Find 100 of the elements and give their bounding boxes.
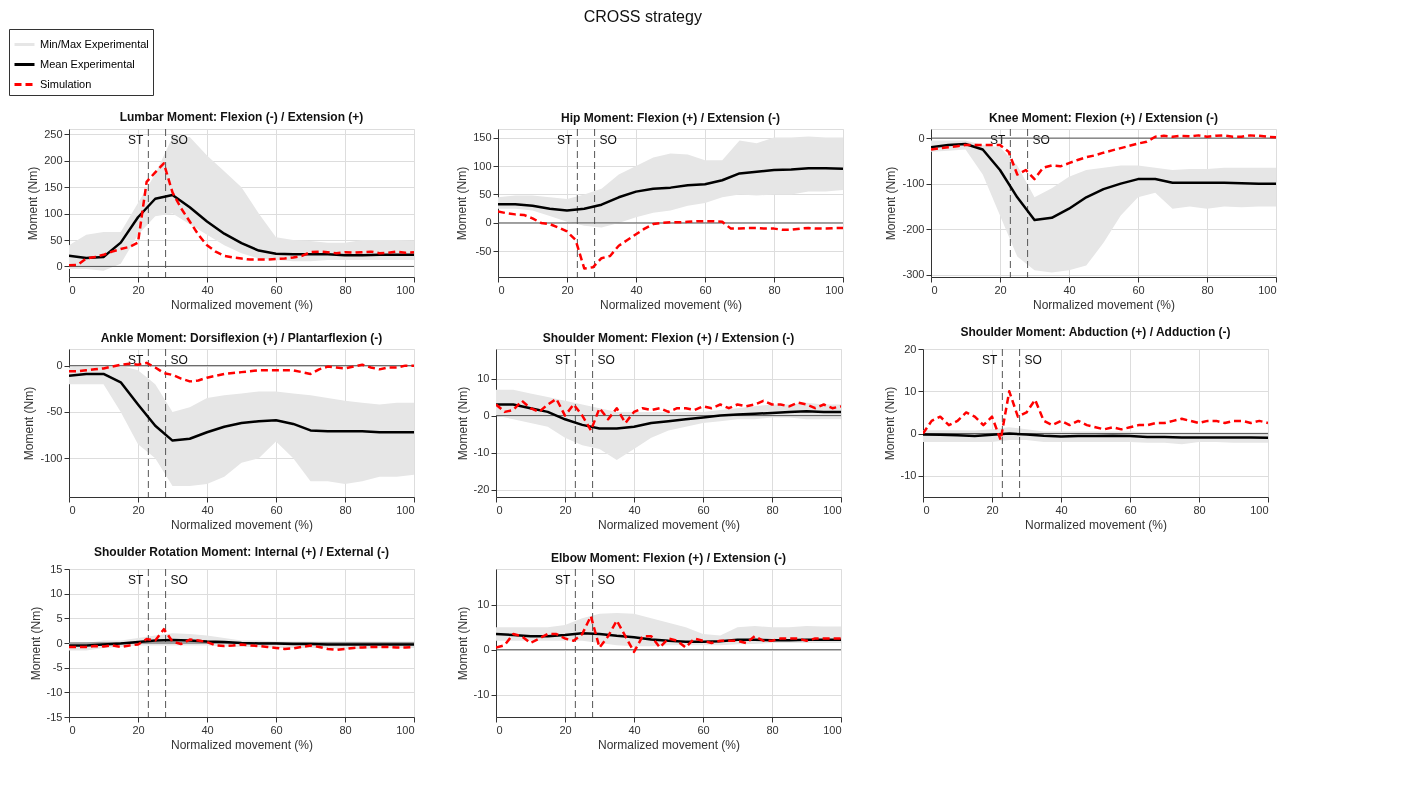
x-tick-label: 0 [69, 503, 76, 516]
y-tick-label: 100 [473, 159, 492, 172]
line-series [69, 372, 414, 442]
y-tick-label: -5 [52, 661, 63, 674]
ref-line-label: SO [170, 573, 188, 587]
line-series [496, 614, 841, 654]
y-tick-label: 150 [44, 180, 63, 193]
y-tick-label: -50 [46, 405, 63, 418]
x-axis-title: Normalized movement (%) [597, 517, 741, 532]
x-tick-label: 60 [270, 503, 283, 516]
legend-label: Mean Experimental [40, 57, 135, 70]
line-series [69, 162, 414, 267]
y-axis-title: Moment (Nm) [882, 386, 897, 461]
x-axis-title: Normalized movement (%) [1024, 517, 1168, 532]
ref-line-label: SO [599, 133, 617, 147]
line-series [69, 193, 414, 260]
x-tick-label: 80 [768, 283, 781, 296]
y-tick-label: 250 [44, 127, 63, 140]
x-tick-label: 80 [1201, 283, 1214, 296]
x-tick-label: 100 [396, 283, 415, 296]
x-tick-label: 40 [201, 723, 214, 736]
y-axis-title: Moment (Nm) [22, 386, 37, 461]
y-tick-label: -20 [473, 483, 490, 496]
line-series [496, 397, 841, 432]
chart-title: Elbow Moment: Flexion (+) / Extension (-) [550, 550, 787, 565]
y-axis-title: Moment (Nm) [455, 166, 470, 241]
y-tick-label: 0 [910, 427, 917, 440]
ref-line-label: ST [990, 133, 1007, 147]
line-series [498, 167, 843, 212]
x-tick-label: 0 [69, 283, 76, 296]
y-tick-label: -10 [473, 446, 490, 459]
y-tick-label: 150 [473, 131, 492, 144]
y-tick-label: 10 [50, 587, 63, 600]
x-tick-label: 20 [986, 503, 999, 516]
text: Min/Max Experimental [40, 37, 149, 50]
x-tick-label: 100 [396, 503, 415, 516]
x-tick-label: 80 [339, 283, 352, 296]
x-tick-label: 60 [699, 283, 712, 296]
x-tick-label: 40 [628, 723, 641, 736]
x-tick-label: 20 [559, 503, 572, 516]
ref-line-label: ST [555, 353, 572, 367]
ref-line-label: SO [170, 133, 188, 147]
y-tick-label: 0 [56, 259, 63, 272]
chart-title: Hip Moment: Flexion (+) / Extension (-) [561, 110, 780, 125]
y-tick-label: 0 [56, 636, 63, 649]
y-tick-label: 200 [44, 154, 63, 167]
x-tick-label: 80 [339, 723, 352, 736]
y-tick-label: 10 [477, 372, 490, 385]
x-tick-label: 20 [561, 283, 574, 296]
x-axis-title: Normalized movement (%) [170, 517, 314, 532]
chart-title: Shoulder Moment: Abduction (+) / Adduction (-) [960, 325, 1231, 339]
chart-title: Knee Moment: Flexion (+) / Extension (-) [988, 110, 1219, 125]
x-tick-label: 20 [132, 503, 145, 516]
x-tick-label: 100 [825, 283, 844, 296]
y-tick-label: -300 [902, 268, 925, 281]
y-tick-label: 5 [56, 611, 63, 624]
x-axis-title: Normalized movement (%) [1032, 297, 1176, 312]
line-series [931, 134, 1276, 181]
y-tick-label: 100 [44, 207, 63, 220]
y-tick-label: 0 [485, 216, 492, 229]
y-tick-label: -50 [475, 244, 492, 257]
x-axis-title: Normalized movement (%) [170, 737, 314, 752]
x-axis-title: Normalized movement (%) [170, 297, 314, 312]
y-tick-label: 50 [50, 233, 63, 246]
ref-line-label: SO [1024, 353, 1042, 367]
x-tick-label: 80 [1193, 503, 1206, 516]
chart-title: Shoulder Moment: Flexion (+) / Extension (-) [542, 330, 795, 345]
x-tick-label: 100 [1258, 283, 1277, 296]
x-tick-label: 0 [69, 723, 76, 736]
y-axis-title: Moment (Nm) [28, 606, 43, 681]
y-tick-label: 10 [477, 598, 490, 611]
x-tick-label: 60 [1124, 503, 1137, 516]
x-tick-label: 20 [994, 283, 1007, 296]
chart-title: Lumbar Moment: Flexion (-) / Extension (+) [119, 110, 364, 125]
x-tick-label: 20 [559, 723, 572, 736]
ref-line-label: SO [1032, 133, 1050, 147]
ref-line-label: ST [555, 573, 572, 587]
x-tick-label: 40 [201, 503, 214, 516]
x-tick-label: 100 [823, 723, 842, 736]
ref-line-label: SO [597, 573, 615, 587]
x-tick-label: 20 [132, 723, 145, 736]
chart-title: Shoulder Rotation Moment: Internal (+) / External (-) [93, 545, 390, 559]
x-tick-label: 80 [766, 723, 779, 736]
x-tick-label: 0 [496, 503, 503, 516]
y-tick-label: 20 [904, 342, 917, 355]
y-axis-title: Moment (Nm) [884, 166, 899, 241]
y-axis-title: Moment (Nm) [455, 606, 470, 681]
y-tick-label: -10 [46, 685, 63, 698]
ref-line-label: ST [128, 133, 145, 147]
y-tick-label: 0 [918, 131, 925, 144]
x-tick-label: 40 [628, 503, 641, 516]
y-tick-label: 0 [483, 643, 490, 656]
x-tick-label: 60 [697, 503, 710, 516]
x-tick-label: 100 [396, 723, 415, 736]
y-tick-label: 0 [56, 359, 63, 372]
y-axis-title: Moment (Nm) [455, 386, 470, 461]
x-tick-label: 20 [132, 283, 145, 296]
ref-line-label: ST [557, 133, 574, 147]
ref-line-label: ST [982, 353, 999, 367]
text: CROSS strategy [583, 7, 702, 25]
